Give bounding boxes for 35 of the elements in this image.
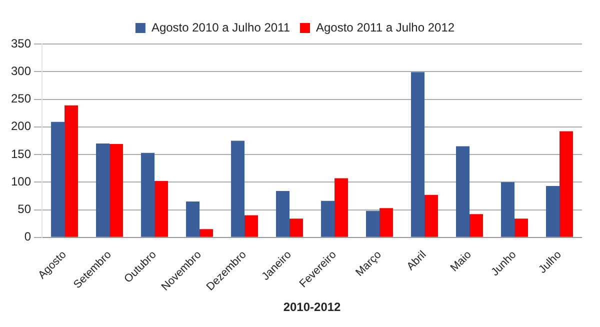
bar — [334, 178, 348, 237]
y-tick-label: 350 — [10, 36, 32, 50]
bar — [51, 122, 65, 237]
bar — [186, 201, 200, 237]
bar — [231, 140, 245, 237]
y-tick-label: 50 — [18, 202, 32, 216]
bar — [96, 143, 110, 237]
x-axis-title: 2010-2012 — [283, 300, 342, 314]
bar — [110, 144, 124, 237]
bar — [141, 152, 155, 237]
bar — [276, 190, 290, 237]
bar — [366, 210, 380, 237]
y-tick-label: 250 — [10, 92, 32, 106]
bar — [64, 105, 78, 237]
bar — [514, 218, 528, 237]
bar — [501, 182, 515, 237]
y-tick-label: 100 — [10, 174, 32, 188]
bar — [321, 200, 335, 237]
bar — [470, 214, 484, 237]
bar — [154, 181, 168, 237]
bar — [244, 215, 258, 237]
legend-label: Agosto 2010 a Julho 2011 — [151, 20, 290, 34]
y-tick-label: 0 — [24, 230, 32, 244]
bar — [456, 146, 470, 237]
bar — [560, 131, 573, 237]
bar — [411, 72, 425, 237]
bar — [380, 208, 394, 237]
bar — [424, 194, 438, 237]
bar — [200, 229, 214, 237]
legend-label: Agosto 2011 a Julho 2012 — [316, 20, 455, 34]
y-tick-label: 150 — [10, 146, 32, 161]
bar — [290, 218, 304, 237]
bar — [546, 186, 560, 237]
y-tick-label: 200 — [10, 119, 32, 134]
y-tick-label: 300 — [10, 64, 32, 78]
